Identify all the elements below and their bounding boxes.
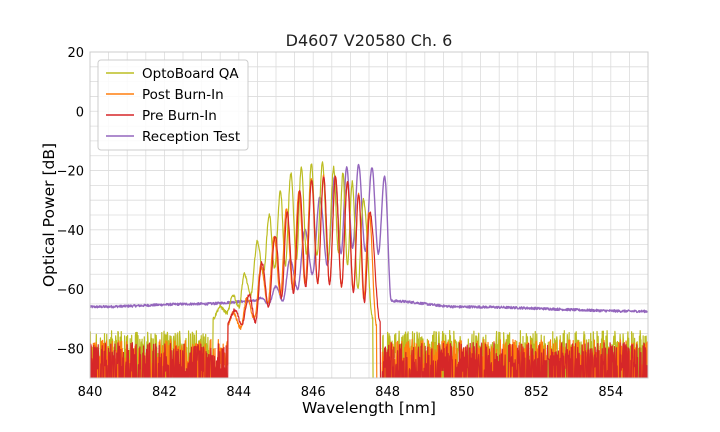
y-tick-label: −80 <box>57 342 84 357</box>
y-tick-label: 0 <box>76 105 84 120</box>
series-layer <box>90 161 648 378</box>
chart-title: D4607 V20580 Ch. 6 <box>286 31 453 50</box>
y-tick-labels: 20 0 −20 −40 −60 −80 <box>57 46 84 357</box>
x-tick-label: 848 <box>375 385 400 400</box>
x-tick-label: 854 <box>598 385 623 400</box>
y-tick-label: −60 <box>57 283 84 298</box>
x-tick-label: 846 <box>301 385 326 400</box>
x-tick-label: 850 <box>450 385 475 400</box>
legend: OptoBoard QA Post Burn-In Pre Burn-In Recep… <box>97 59 249 151</box>
legend-entry: Pre Burn-In <box>142 108 217 124</box>
plot-frame <box>89 51 649 379</box>
series-line-pre-burn-in <box>90 175 648 378</box>
y-tick-label: −20 <box>57 165 84 180</box>
x-tick-label: 844 <box>226 385 251 400</box>
legend-entry: Post Burn-In <box>142 87 224 103</box>
legend-entry: OptoBoard QA <box>142 66 239 82</box>
x-axis-label: Wavelength [nm] <box>302 399 436 417</box>
y-tick-label: −40 <box>57 224 84 239</box>
legend-box <box>97 59 249 151</box>
legend-entry: Reception Test <box>142 129 240 145</box>
y-axis-label: Optical Power [dB] <box>40 143 58 287</box>
x-tick-label: 842 <box>152 385 177 400</box>
series-line-reception-test <box>90 163 648 314</box>
y-tick-label: 20 <box>67 46 84 61</box>
x-tick-label: 852 <box>524 385 549 400</box>
x-tick-label: 840 <box>78 385 103 400</box>
x-tick-labels: 840 842 844 846 848 850 852 854 <box>78 385 624 400</box>
